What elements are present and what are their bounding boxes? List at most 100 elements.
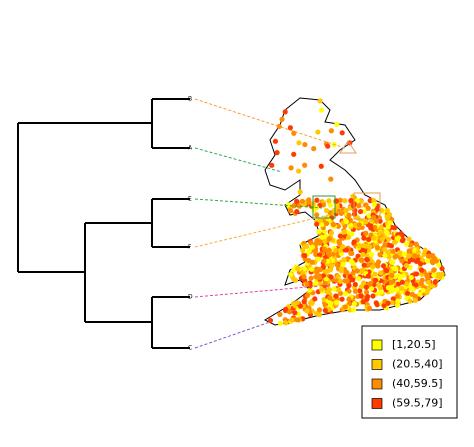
map-point <box>335 273 341 280</box>
map-point <box>385 300 391 306</box>
map-point <box>341 257 347 263</box>
leaf-label: A <box>188 145 193 152</box>
map-point <box>403 281 410 287</box>
map-point <box>334 121 340 128</box>
map-point <box>382 252 388 259</box>
map-point <box>325 258 331 264</box>
map-point <box>386 249 392 255</box>
map-point <box>378 270 384 276</box>
map-point <box>301 299 307 305</box>
map-point <box>306 248 312 254</box>
map-point <box>406 236 412 242</box>
map-point <box>314 212 320 218</box>
map-point <box>393 266 399 272</box>
map-point <box>334 299 340 305</box>
map-point <box>413 282 419 288</box>
map-point <box>350 277 356 283</box>
map-point <box>313 241 319 247</box>
map-point <box>294 198 300 204</box>
map-point <box>344 278 350 284</box>
map-point <box>417 261 424 267</box>
map-point <box>326 198 332 204</box>
map-point <box>399 258 405 264</box>
map-point <box>315 129 321 135</box>
map-point <box>394 302 401 308</box>
map-point <box>350 307 357 313</box>
map-point <box>363 230 369 236</box>
map-point <box>342 198 348 204</box>
map-point <box>377 251 383 258</box>
map-point <box>315 256 321 262</box>
map-point <box>395 281 401 287</box>
map-point <box>277 320 283 327</box>
map-point <box>297 303 304 309</box>
map-points <box>267 98 445 327</box>
map-point <box>363 289 370 295</box>
map-point <box>351 211 358 217</box>
map-point <box>329 263 335 269</box>
map-point <box>357 288 363 294</box>
map-point <box>288 165 294 171</box>
map-point <box>274 150 280 156</box>
map-point <box>436 262 442 268</box>
map-point <box>399 238 406 244</box>
map-point <box>381 247 388 253</box>
map-point <box>323 276 329 282</box>
map-point <box>335 223 342 229</box>
map-point <box>337 247 343 254</box>
map-point <box>418 267 425 273</box>
map-point <box>328 128 334 134</box>
map-point <box>322 307 328 314</box>
map-point <box>371 198 377 204</box>
map-point <box>328 176 334 182</box>
map-point <box>325 289 331 295</box>
map-point <box>368 225 374 231</box>
dendrogram <box>17 98 190 349</box>
map-point <box>356 203 362 209</box>
map-point <box>308 240 314 246</box>
map-point <box>309 266 315 272</box>
map-point <box>321 246 327 252</box>
map-point <box>300 247 306 253</box>
map-point <box>297 189 303 195</box>
map-point <box>340 243 346 250</box>
map-point <box>412 253 418 259</box>
map-point <box>375 259 382 265</box>
map-point <box>394 293 400 299</box>
map-point <box>439 265 445 272</box>
map-point <box>358 283 365 290</box>
map-point <box>294 300 300 306</box>
map-point <box>287 208 294 214</box>
map-point <box>282 109 288 115</box>
map-point <box>390 248 396 254</box>
legend-label: (20.5,40] <box>392 358 443 371</box>
map-point <box>413 293 419 299</box>
map-point <box>316 307 323 313</box>
map-point <box>365 205 371 211</box>
map-point <box>325 143 331 149</box>
map-point <box>288 271 294 278</box>
map-point <box>291 151 297 157</box>
map-point <box>431 267 437 273</box>
map-point <box>424 258 430 264</box>
map-point <box>421 251 427 257</box>
map-point <box>394 286 400 293</box>
map-point <box>318 107 325 113</box>
map-point <box>309 244 315 250</box>
map-point <box>343 247 350 253</box>
map-point <box>372 224 378 231</box>
map-point <box>327 295 333 301</box>
map-point <box>327 202 334 208</box>
map-point <box>314 197 320 203</box>
map-point <box>331 286 337 292</box>
map-point <box>269 162 275 168</box>
map-point <box>334 204 340 210</box>
map-point <box>349 231 355 237</box>
map-point <box>348 198 354 204</box>
map-point <box>418 281 424 287</box>
map-point <box>323 220 330 227</box>
map-point <box>311 146 317 152</box>
map-point <box>342 304 349 310</box>
map-point <box>302 253 308 259</box>
